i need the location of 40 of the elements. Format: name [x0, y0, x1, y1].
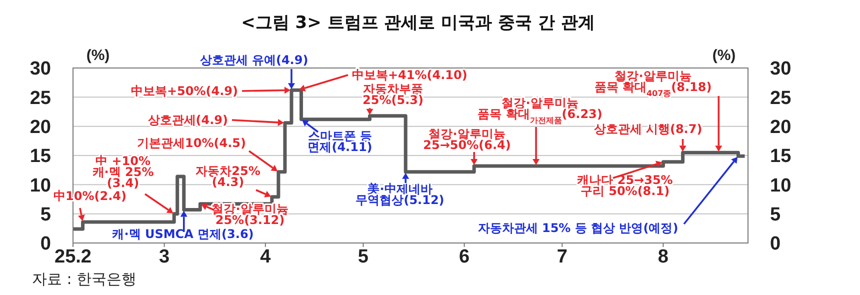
- x-tick-label: 25.2: [54, 246, 92, 268]
- annotation: 中보복+50%(4.9): [130, 84, 238, 98]
- y-tick-label: 20: [30, 117, 51, 138]
- x-tick-label: 5: [358, 246, 369, 268]
- text: 자료 : 한국은행: [32, 270, 137, 288]
- y-tick-label: 5: [40, 204, 52, 226]
- y-tick-label: 10: [30, 175, 51, 196]
- annotation: 캐나다 25→35% 구리 50%(8.1): [576, 173, 673, 198]
- y-tick-label: 0: [40, 234, 51, 255]
- chart-title: <그림 3> 트럼프 관세로 미국과 중국 간 관계: [240, 12, 596, 35]
- annotation: 철강·알루미늄 품목 확대$_{가전제품}$(6.23): [478, 96, 602, 124]
- annotation: 상호관세(4.9): [146, 113, 228, 127]
- y2-tick-label: 10: [770, 175, 792, 196]
- y2-tick-label: 30: [770, 58, 792, 80]
- annotation: 자동차25% (4.3): [196, 164, 260, 189]
- annotation: 中 +10% 캐·멕 25% (3.4): [91, 154, 154, 190]
- y2-tick-label: 0: [770, 234, 781, 255]
- annotation: 자동차관세 15% 등 협상 반영(예정): [478, 221, 678, 235]
- annotation: 철강·알루미늄 25→50%(6.4): [423, 127, 511, 152]
- y2-tick-label: 20: [770, 117, 792, 138]
- x-tick-label: 7: [556, 246, 568, 268]
- x-tick-label: 4: [260, 246, 272, 268]
- x-tick-label: 8: [658, 246, 669, 268]
- x-tick-label: 3: [159, 246, 170, 268]
- annotation: 캐·멕 USMCA 면제(3.6): [111, 227, 254, 241]
- annotation: 기본관세10%(4.5): [137, 136, 246, 150]
- annotation: 상호관세 시행(8.7): [592, 122, 702, 136]
- y-tick-label: 30: [30, 58, 51, 80]
- y-tick-label: 25: [30, 88, 52, 109]
- y-tick-label: 15: [30, 146, 52, 168]
- y2-tick-label: 25: [770, 88, 792, 109]
- y-axis-title: (%): [86, 47, 110, 64]
- y2-tick-label: 15: [770, 146, 792, 168]
- annotation: 中보복+41%(4.10): [352, 68, 468, 82]
- annotation: 美·中제네바 무역협상(5.12): [356, 182, 444, 207]
- annotation: 상호관세 유예(4.9): [198, 53, 308, 67]
- annotation: 철강·알루미늄 품목 확대$_{407종}$(8.18): [594, 69, 712, 98]
- x-tick-label: 6: [459, 246, 470, 268]
- y2-axis-title: (%): [712, 47, 736, 64]
- y2-tick-label: 5: [770, 204, 781, 226]
